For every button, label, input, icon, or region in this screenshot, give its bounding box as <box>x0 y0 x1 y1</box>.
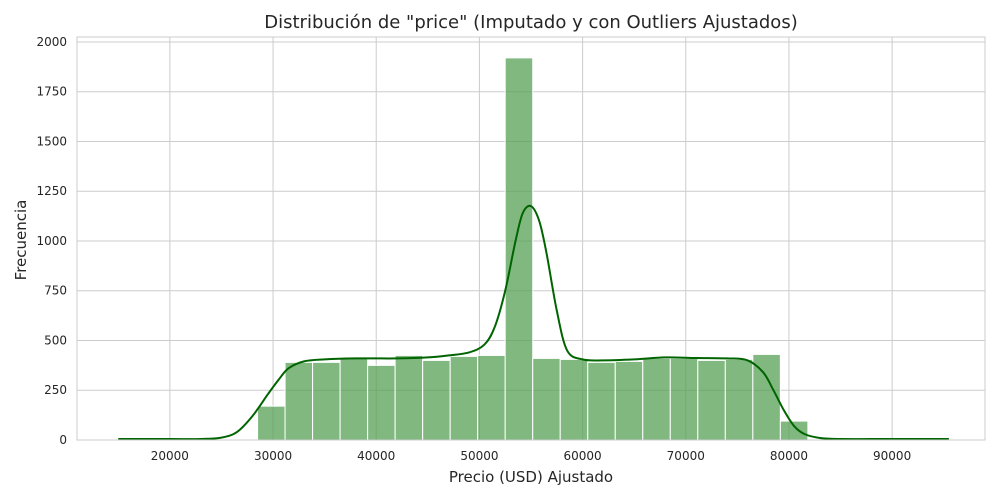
histogram-bar <box>642 357 671 441</box>
tick-labels: 20000 30000 40000 50000 60000 70000 80000 90000… <box>36 35 911 463</box>
x-tick-label: 80000 <box>770 449 808 463</box>
x-tick-label: 20000 <box>151 449 189 463</box>
y-tick-label: 500 <box>44 333 67 347</box>
kde-curve-layer <box>118 204 949 441</box>
histogram-bar <box>779 420 809 441</box>
x-tick-label: 90000 <box>873 449 911 463</box>
y-tick-label: 1750 <box>36 85 67 99</box>
plot-frame <box>76 36 986 441</box>
histogram-bar <box>394 354 424 441</box>
histogram-bar <box>697 359 726 441</box>
histogram-bar <box>449 355 479 441</box>
x-tick-label: 40000 <box>357 449 395 463</box>
chart-title: Distribución de "price" (Imputado y con … <box>264 12 797 33</box>
histogram-bar <box>367 364 396 441</box>
histogram-bar <box>422 359 451 441</box>
histogram-bar <box>532 357 561 441</box>
x-tick-label: 50000 <box>460 449 498 463</box>
y-tick-label: 1250 <box>36 184 67 198</box>
histogram-bar <box>504 57 534 441</box>
y-axis-label: Frecuencia <box>12 200 30 281</box>
histogram-bar <box>284 361 314 441</box>
kde-curve <box>118 204 949 441</box>
y-tick-label: 1000 <box>36 234 67 248</box>
histogram-bar <box>587 361 616 441</box>
histogram-bar <box>614 360 644 441</box>
histogram-bars <box>257 57 809 441</box>
x-tick-label: 70000 <box>667 449 705 463</box>
histogram-bar <box>669 357 699 441</box>
histogram-bar <box>477 354 506 441</box>
histogram-bar <box>312 361 341 441</box>
y-tick-label: 1500 <box>36 134 67 148</box>
y-tick-label: 2000 <box>36 35 67 49</box>
x-axis-label: Precio (USD) Ajustado <box>449 468 613 486</box>
histogram-bar <box>339 357 369 441</box>
y-tick-label: 750 <box>44 284 67 298</box>
x-tick-label: 60000 <box>563 449 601 463</box>
histogram-bar <box>257 405 286 441</box>
histogram-bar <box>559 358 589 441</box>
y-tick-label: 250 <box>44 383 67 397</box>
x-tick-label: 30000 <box>254 449 292 463</box>
histogram-bar <box>724 358 754 441</box>
y-tick-label: 0 <box>59 433 67 447</box>
